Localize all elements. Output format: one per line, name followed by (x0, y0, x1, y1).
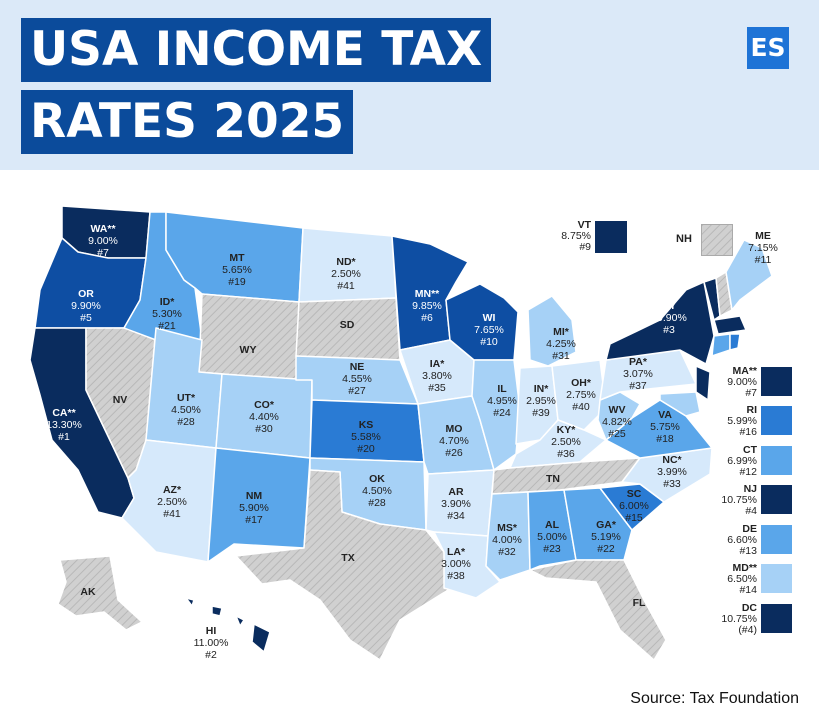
label-va: VA 5.75% #18 (650, 409, 680, 445)
usa-map (29, 205, 773, 661)
vt-callout-text: VT 8.75% #9 (561, 219, 591, 253)
state-ri (729, 333, 741, 351)
label-ia: IA* 3.80% #35 (422, 358, 452, 394)
legend-row-de: DE 6.60% #13 (713, 524, 793, 557)
state-ga (563, 487, 633, 561)
label-sd: SD (339, 319, 355, 331)
header-banner: USA INCOME TAX RATES 2025 ES (0, 0, 819, 170)
legend-row-nj: NJ 10.75% #4 (713, 484, 793, 517)
label-nv: NV (112, 394, 128, 406)
label-mo: MO 4.70% #26 (439, 423, 469, 459)
nh-swatch (701, 224, 733, 256)
state-hi (185, 597, 271, 653)
label-nc: NC* 3.99% #33 (657, 454, 687, 490)
label-mn: MN** 9.85% #6 (412, 288, 442, 324)
state-ma (713, 315, 747, 335)
legend-swatch-nj (761, 485, 792, 514)
source-credit: Source: Tax Foundation (630, 690, 799, 707)
label-ak: AK (80, 586, 96, 598)
state-md (659, 391, 701, 417)
label-in: IN* 2.95% #39 (526, 383, 556, 419)
label-co: CO* 4.40% #30 (249, 399, 279, 435)
label-tx: TX (341, 552, 355, 564)
vt-callout: VT 8.75% #9 (555, 220, 627, 254)
label-oh: OH* 2.75% #40 (566, 377, 596, 413)
label-az: AZ* 2.50% #41 (157, 484, 187, 520)
legend-row-md: MD** 6.50% #14 (713, 563, 793, 596)
state-mi (527, 295, 577, 367)
state-me (725, 239, 773, 311)
label-me: ME 7.15% #11 (748, 230, 778, 266)
label-ny: NY 10.90% #3 (651, 300, 687, 336)
es-logo: ES (747, 27, 789, 69)
label-il: IL 4.95% #24 (487, 383, 517, 419)
label-la: LA* 3.00% #38 (441, 546, 471, 582)
label-id: ID* 5.30% #21 (152, 296, 182, 332)
legend-swatch-ct (761, 446, 792, 475)
label-ga: GA* 5.19% #22 (591, 519, 621, 555)
label-nm: NM 5.90% #17 (239, 490, 269, 526)
state-oh (551, 359, 607, 431)
legend-row-ma: MA** 9.00% #7 (713, 366, 793, 399)
label-ky: KY* 2.50% #36 (551, 424, 581, 460)
legend-swatch-ri (761, 406, 792, 435)
state-wy (198, 293, 300, 381)
state-wi (445, 283, 519, 361)
label-tn: TN (546, 473, 560, 485)
label-ms: MS* 4.00% #32 (492, 522, 522, 558)
nh-callout-text: NH (676, 233, 692, 245)
legend-row-ct: CT 6.99% #12 (713, 445, 793, 478)
legend-swatch-ma (761, 367, 792, 396)
label-or: OR 9.90% #5 (71, 288, 101, 324)
state-fl (529, 559, 667, 661)
state-tx (235, 469, 449, 661)
legend-swatch-md (761, 564, 792, 593)
label-nd: ND* 2.50% #41 (331, 256, 361, 292)
state-ct (711, 333, 731, 357)
legend-swatch-dc (761, 604, 792, 633)
label-wa: WA** 9.00% #7 (88, 223, 118, 259)
label-ca: CA** 13.30% #1 (46, 407, 82, 443)
vt-swatch (595, 221, 627, 253)
label-mi: MI* 4.25% #31 (546, 326, 576, 362)
label-fl: FL (632, 597, 646, 609)
state-nm (207, 447, 311, 563)
title-line-2: RATES 2025 (21, 90, 354, 154)
label-wv: WV 4.82% #25 (602, 404, 632, 440)
legend-swatch-de (761, 525, 792, 554)
label-hi: HI 11.00% #2 (193, 625, 229, 661)
label-al: AL 5.00% #23 (537, 519, 567, 555)
label-ar: AR 3.90% #34 (441, 486, 471, 522)
label-sc: SC 6.00% #15 (619, 488, 649, 524)
label-pa: PA* 3.07% #37 (623, 356, 653, 392)
label-ok: OK 4.50% #28 (362, 473, 392, 509)
state-nj (695, 365, 711, 401)
label-mt: MT 5.65% #19 (222, 252, 252, 288)
label-ks: KS 5.58% #20 (351, 419, 381, 455)
label-wy: WY (239, 344, 257, 356)
label-wi: WI 7.65% #10 (474, 312, 504, 348)
title-line-1: USA INCOME TAX (21, 18, 492, 82)
legend-row-ri: RI 5.99% #16 (713, 405, 793, 438)
label-ut: UT* 4.50% #28 (171, 392, 201, 428)
label-ne: NE 4.55% #27 (342, 361, 372, 397)
state-ak (57, 555, 143, 631)
legend-row-dc: DC 10.75% (#4) (713, 603, 793, 636)
state-al (527, 489, 577, 571)
state-il (471, 359, 521, 471)
